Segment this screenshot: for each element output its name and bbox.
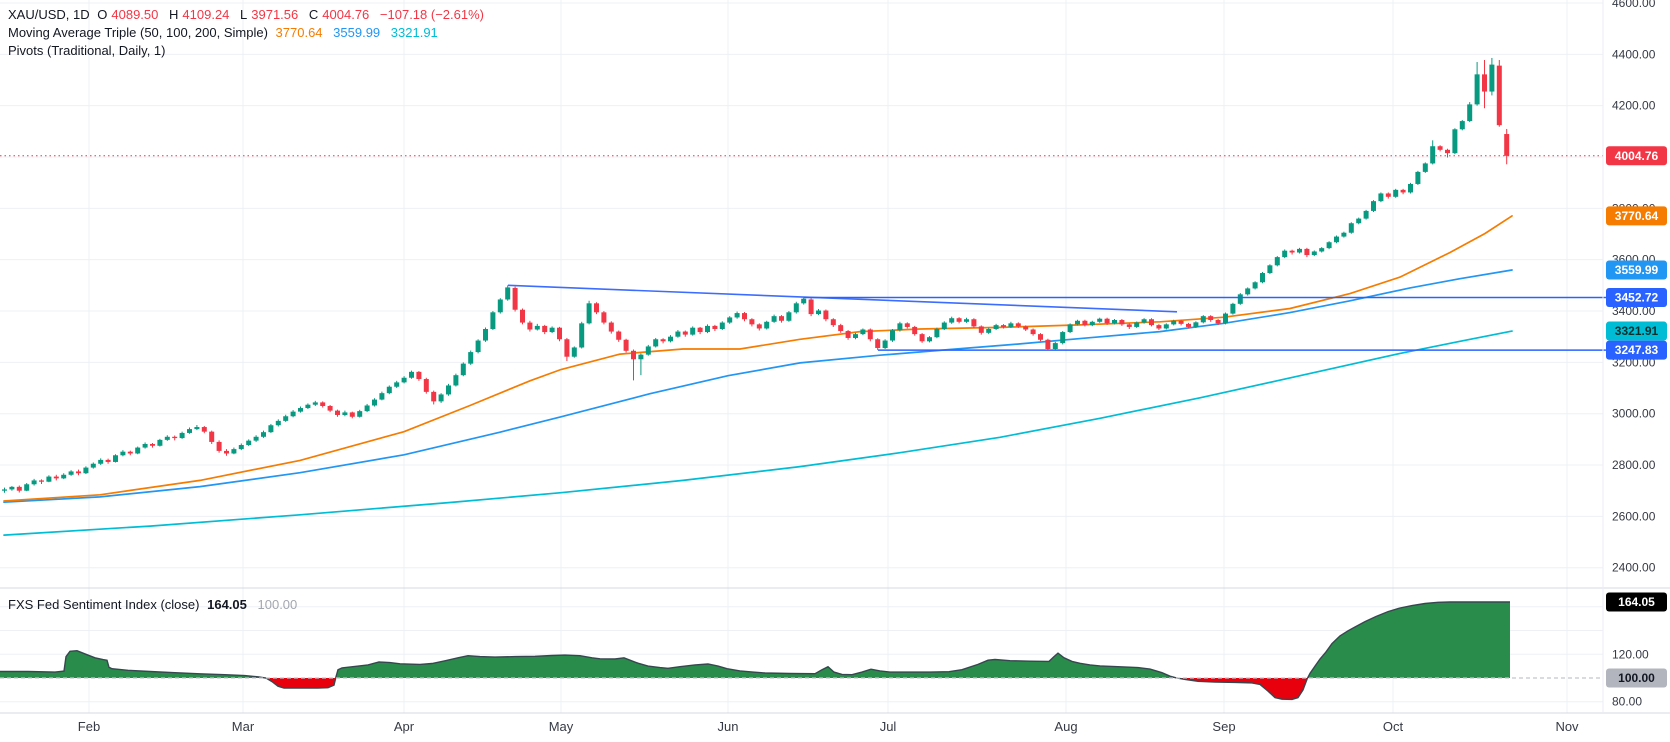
legend-ma-row[interactable]: Moving Average Triple (50, 100, 200, Sim…: [8, 24, 445, 42]
svg-text:4004.76: 4004.76: [1615, 149, 1659, 163]
open-value: 4089.50: [111, 7, 159, 22]
ma-200-line: [3, 330, 1513, 536]
ma-title: Moving Average Triple (50, 100, 200, Sim…: [8, 25, 268, 40]
svg-text:Aug: Aug: [1054, 719, 1077, 734]
legend-sentiment-row[interactable]: FXS Fed Sentiment Index (close) 164.05 1…: [8, 596, 301, 614]
time-scale[interactable]: [0, 713, 1670, 742]
svg-text:2400.00: 2400.00: [1612, 561, 1656, 575]
svg-text:Sep: Sep: [1212, 719, 1235, 734]
svg-text:Jul: Jul: [880, 719, 897, 734]
legend-symbol-row[interactable]: XAU/USD, 1D O 4089.50 H 4109.24 L 3971.56 C…: [8, 6, 488, 24]
price-scale[interactable]: [1603, 0, 1670, 713]
descending-trendline[interactable]: [507, 284, 1178, 313]
svg-text:3452.72: 3452.72: [1615, 290, 1659, 304]
ma-100-line: [3, 269, 1513, 504]
ma100-value: 3559.99: [333, 25, 381, 40]
svg-text:100.00: 100.00: [1618, 671, 1655, 685]
svg-text:80.00: 80.00: [1612, 695, 1642, 709]
ma50-value: 3770.64: [275, 25, 323, 40]
svg-text:4200.00: 4200.00: [1612, 99, 1656, 113]
drawing-tools: [507, 284, 1610, 351]
svg-text:Nov: Nov: [1555, 719, 1579, 734]
sentiment-line: [0, 601, 1510, 701]
pivots-title: Pivots (Traditional, Daily, 1): [8, 43, 166, 58]
high-value: 4109.24: [182, 7, 230, 22]
close-value: 4004.76: [322, 7, 370, 22]
svg-text:120.00: 120.00: [1612, 647, 1649, 661]
grid-lines: [0, 0, 1603, 713]
svg-text:4600.00: 4600.00: [1612, 0, 1656, 10]
low-label: L: [240, 7, 248, 22]
svg-text:3000.00: 3000.00: [1612, 407, 1656, 421]
svg-text:Feb: Feb: [78, 719, 100, 734]
sentiment-base-value: 100.00: [257, 597, 298, 612]
change-value: −107.18 (−2.61%): [379, 7, 484, 22]
svg-text:164.05: 164.05: [1618, 595, 1655, 609]
svg-text:3400.00: 3400.00: [1612, 304, 1656, 318]
svg-text:Mar: Mar: [232, 719, 255, 734]
time-axis-labels: Feb Mar Apr May Jun Jul Aug Sep Oct Nov: [78, 719, 1579, 734]
candles-series: [2, 57, 1510, 493]
sentiment-title: FXS Fed Sentiment Index (close): [8, 597, 200, 612]
low-value: 3971.56: [251, 7, 299, 22]
svg-text:May: May: [549, 719, 574, 734]
legend-pivots-row[interactable]: Pivots (Traditional, Daily, 1): [8, 42, 170, 60]
ma-50-line: [3, 215, 1513, 502]
svg-text:2800.00: 2800.00: [1612, 458, 1656, 472]
close-label: C: [308, 7, 319, 22]
sentiment-value: 164.05: [207, 597, 247, 612]
svg-text:Jun: Jun: [718, 719, 739, 734]
open-label: O: [97, 7, 108, 22]
svg-text:3321.91: 3321.91: [1615, 324, 1659, 338]
svg-text:Apr: Apr: [394, 719, 415, 734]
symbol-title: XAU/USD, 1D: [8, 7, 90, 22]
svg-text:3770.64: 3770.64: [1615, 209, 1659, 223]
pane-dividers: [0, 0, 1670, 714]
high-label: H: [169, 7, 179, 22]
sentiment-area-series: [0, 601, 1603, 701]
svg-text:Oct: Oct: [1383, 719, 1404, 734]
sentiment-area-positive: [0, 602, 1510, 678]
price-axis-labels: 4004.76 3770.64 3559.99 3452.72 3321.91 3247.…: [1606, 146, 1667, 688]
svg-text:4400.00: 4400.00: [1612, 47, 1656, 61]
svg-text:2600.00: 2600.00: [1612, 509, 1656, 523]
svg-text:3559.99: 3559.99: [1615, 263, 1659, 277]
ma200-value: 3321.91: [390, 25, 438, 40]
svg-text:3247.83: 3247.83: [1615, 343, 1659, 357]
